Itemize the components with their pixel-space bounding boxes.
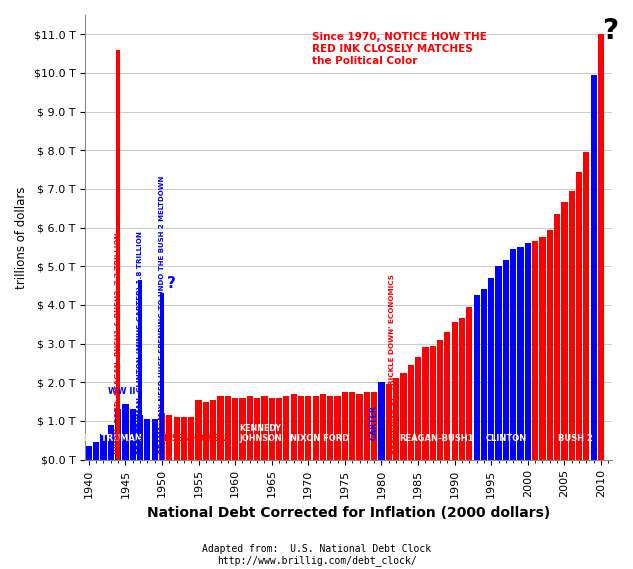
Bar	[160, 294, 164, 460]
Bar	[591, 75, 597, 460]
Bar	[261, 396, 268, 460]
Bar	[430, 345, 436, 460]
Text: CARTER: CARTER	[370, 405, 379, 440]
Bar	[473, 295, 480, 460]
Bar	[254, 398, 260, 460]
Bar	[108, 425, 114, 460]
Bar	[159, 413, 165, 460]
Bar	[166, 415, 172, 460]
Bar	[503, 261, 509, 460]
Bar	[283, 396, 289, 460]
Bar	[151, 419, 158, 460]
Bar	[379, 382, 385, 460]
Bar	[539, 237, 546, 460]
Bar	[210, 399, 216, 460]
Bar	[547, 229, 553, 460]
Bar	[408, 365, 414, 460]
Bar	[444, 332, 451, 460]
Bar	[115, 409, 121, 460]
Bar	[239, 398, 246, 460]
Text: Adapted from:  U.S. National Debt Clock
http://www.brillig.com/debt_clock/: Adapted from: U.S. National Debt Clock h…	[202, 543, 431, 566]
Bar	[276, 398, 282, 460]
Bar	[334, 396, 341, 460]
Bar	[385, 384, 392, 460]
Bar	[459, 319, 465, 460]
Text: NIXON FORD: NIXON FORD	[290, 434, 349, 443]
Text: Since 1970, NOTICE HOW THE
RED INK CLOSELY MATCHES
the Political Color: Since 1970, NOTICE HOW THE RED INK CLOSE…	[312, 32, 487, 65]
Bar	[488, 278, 494, 460]
Bar	[583, 152, 589, 460]
Bar	[268, 398, 275, 460]
Bar	[437, 340, 443, 460]
Text: BUSH 2: BUSH 2	[558, 434, 592, 443]
Bar	[247, 396, 253, 460]
Bar	[349, 392, 355, 460]
Text: ?: ?	[167, 277, 176, 291]
Bar	[313, 396, 319, 460]
Text: FDR TRUMAN: FDR TRUMAN	[79, 434, 142, 443]
Bar	[196, 399, 202, 460]
Bar	[415, 357, 421, 460]
Bar	[517, 247, 523, 460]
Bar	[232, 398, 238, 460]
Bar	[342, 392, 348, 460]
Bar	[320, 394, 326, 460]
Bar	[138, 280, 142, 460]
Bar	[371, 392, 377, 460]
Bar	[93, 442, 99, 460]
Bar	[598, 34, 604, 460]
Bar	[188, 417, 194, 460]
Bar	[393, 378, 399, 460]
Bar	[525, 243, 531, 460]
Bar	[327, 396, 334, 460]
Bar	[576, 172, 582, 460]
Text: CLINTON: CLINTON	[486, 434, 527, 443]
Bar	[173, 417, 180, 460]
Bar	[116, 50, 120, 460]
Bar	[466, 307, 472, 460]
Text: NIXON, FORD, REAGAN, BUSH1 & BUSH2  7.7 TRILLION: NIXON, FORD, REAGAN, BUSH1 & BUSH2 7.7 T…	[115, 232, 121, 453]
Bar	[510, 249, 517, 460]
Bar	[298, 396, 304, 460]
Bar	[561, 203, 568, 460]
Bar	[496, 266, 502, 460]
Bar	[305, 396, 311, 460]
Bar	[137, 415, 143, 460]
Bar	[364, 392, 370, 460]
Text: OBAMA: MAY NEED HUGE SPENDING TO UNDO THE BUSH 2 MELTDOWN: OBAMA: MAY NEED HUGE SPENDING TO UNDO TH…	[159, 175, 165, 453]
Text: REAGAN-BUSH1: REAGAN-BUSH1	[399, 434, 473, 443]
Text: WW II: WW II	[108, 387, 135, 396]
Bar	[481, 290, 487, 460]
Bar	[568, 191, 575, 460]
Text: EISENHOWER: EISENHOWER	[164, 434, 226, 443]
Bar	[85, 446, 92, 460]
Bar	[101, 434, 106, 460]
Text: FDR, TRUMAN, CLINTON (MINUS CARTER) 1.8 TRILLION: FDR, TRUMAN, CLINTON (MINUS CARTER) 1.8 …	[137, 231, 143, 453]
Bar	[203, 402, 209, 460]
Bar	[422, 348, 429, 460]
Text: KENNEDY
JOHNSON: KENNEDY JOHNSON	[239, 424, 282, 443]
Bar	[554, 214, 560, 460]
Y-axis label: trillions of dollars: trillions of dollars	[15, 186, 28, 288]
Bar	[130, 409, 136, 460]
Bar	[291, 394, 297, 460]
Bar	[122, 403, 128, 460]
Bar	[451, 322, 458, 460]
Bar	[356, 394, 363, 460]
X-axis label: National Debt Corrected for Inflation (2000 dollars): National Debt Corrected for Inflation (2…	[147, 506, 550, 520]
Bar	[144, 419, 151, 460]
Text: BEGINNING OF 'TRICKLE DOWN' ECONOMICS: BEGINNING OF 'TRICKLE DOWN' ECONOMICS	[389, 274, 396, 453]
Bar	[225, 396, 231, 460]
Bar	[532, 241, 538, 460]
Bar	[400, 373, 406, 460]
Bar	[217, 396, 223, 460]
Bar	[181, 417, 187, 460]
Text: ?: ?	[602, 17, 618, 45]
